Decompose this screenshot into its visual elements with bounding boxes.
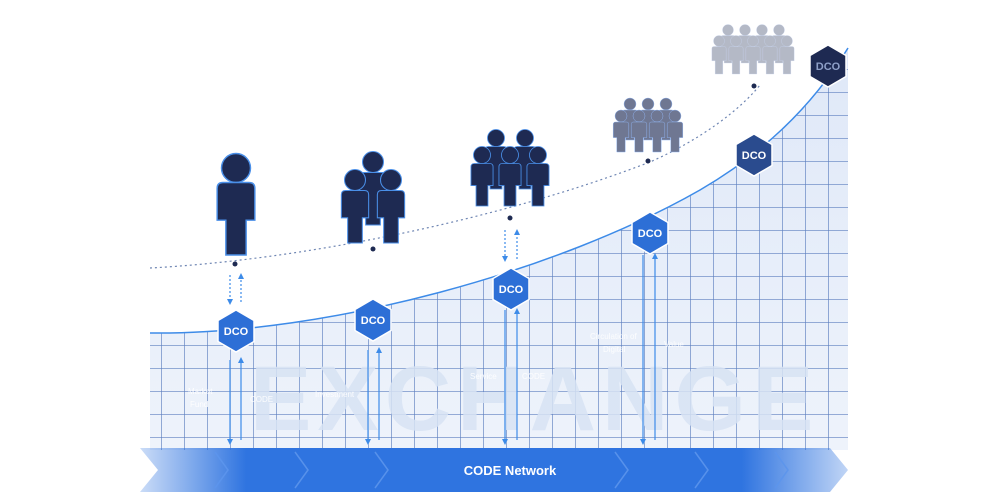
faint-label: Fund	[190, 400, 208, 409]
people-group-3-icon	[340, 150, 406, 244]
faint-label: Digital	[603, 345, 625, 354]
people-group-7-icon	[612, 97, 684, 153]
svg-text:DCO: DCO	[361, 315, 386, 327]
svg-text:DCO: DCO	[224, 326, 249, 338]
svg-text:DCO: DCO	[816, 61, 841, 73]
code-network-band: CODE Network	[140, 448, 848, 492]
dco-node: DCO	[354, 298, 392, 342]
faint-labels: Market Fund CODE Investment Service CODE…	[188, 332, 684, 409]
watermark-word: EXCHANGE	[250, 348, 819, 450]
network-label: CODE Network	[464, 463, 557, 478]
svg-text:DCO: DCO	[638, 228, 663, 240]
faint-label: Market	[188, 387, 213, 396]
faint-label: Value	[664, 340, 684, 349]
trend-points	[232, 83, 757, 267]
dco-node: DCO	[631, 211, 669, 255]
faint-label: CODE	[250, 395, 273, 404]
dco-node: DCO	[217, 309, 255, 353]
svg-text:DCO: DCO	[742, 150, 767, 162]
person-icon	[216, 152, 256, 256]
faint-label: Circulation of	[590, 332, 637, 341]
flow-arrows	[227, 229, 658, 445]
dco-node: DCO	[735, 133, 773, 177]
people-trend-line	[149, 84, 761, 269]
people-group-faded-icon	[711, 24, 795, 75]
people-group-5-icon	[470, 129, 550, 207]
dco-node: DCO	[492, 267, 530, 311]
faint-label: Investment	[315, 390, 355, 399]
faint-label: Service	[470, 372, 497, 381]
faint-label: CODE	[522, 372, 545, 381]
svg-text:DCO: DCO	[499, 284, 524, 296]
dco-node: DCO	[809, 44, 847, 88]
